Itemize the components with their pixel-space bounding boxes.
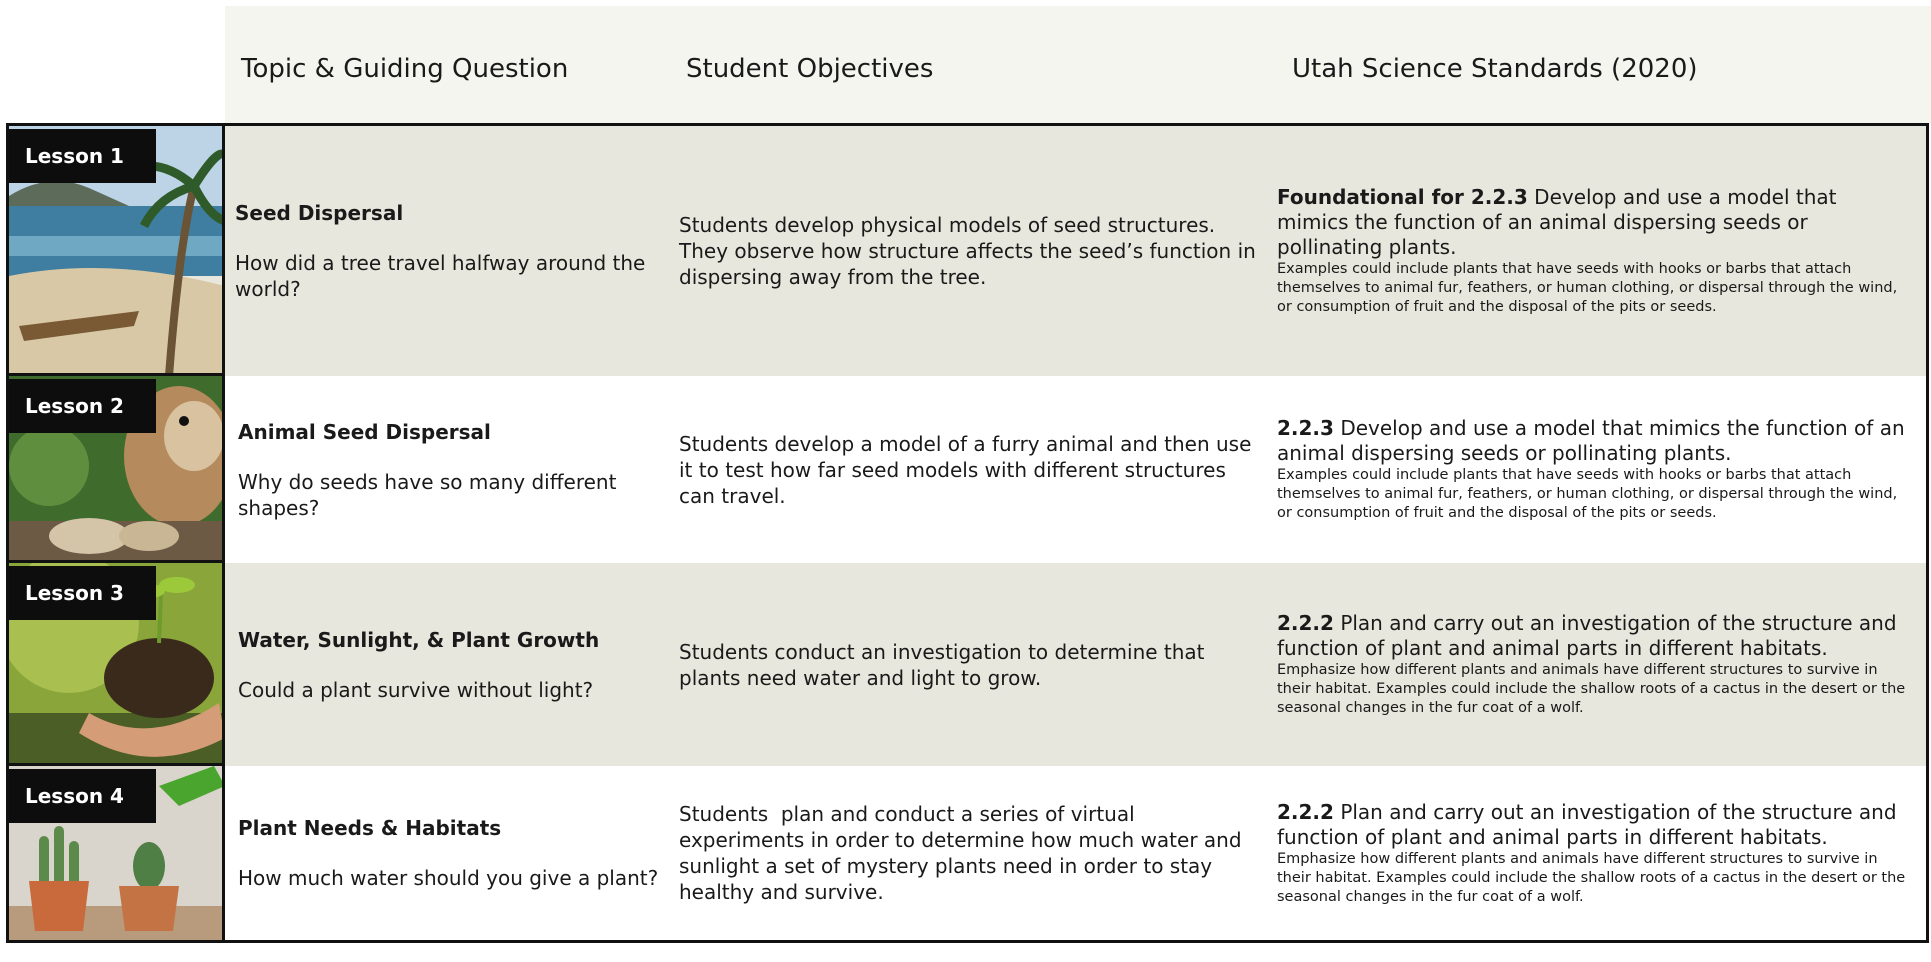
- objectives-cell: Students develop physical models of seed…: [671, 126, 1277, 376]
- lesson-image: Lesson 1: [9, 126, 225, 376]
- standards-cell: Foundational for 2.2.3 Develop and use a…: [1277, 126, 1926, 376]
- lesson-label: Lesson 4: [9, 769, 156, 823]
- beach-photo: [9, 126, 222, 373]
- standard-text: Plan and carry out an investigation of t…: [1277, 611, 1897, 660]
- standard-note: Emphasize how different plants and anima…: [1277, 850, 1906, 905]
- lesson-table: Lesson 1 Seed Dispersal How did a tree t…: [6, 123, 1929, 943]
- topic-cell: Seed Dispersal How did a tree travel hal…: [225, 126, 671, 376]
- lesson-row: Lesson 4 Plant Needs & Habitats How much…: [9, 766, 1926, 940]
- column-header: Utah Science Standards (2020): [1292, 54, 1698, 84]
- topic-title: Plant Needs & Habitats: [238, 816, 502, 840]
- lesson-label: Lesson 1: [9, 129, 156, 183]
- standard-code: 2.2.3: [1277, 416, 1334, 440]
- guiding-question: How much water should you give a plant?: [238, 866, 659, 890]
- topic-cell: Animal Seed Dispersal Why do seeds have …: [225, 376, 671, 563]
- guiding-question: How did a tree travel halfway around the…: [235, 251, 646, 301]
- header: Topic & Guiding Question Student Objecti…: [225, 6, 1931, 123]
- lesson-row: Lesson 3 Water, Sunlight, & Plant Growth…: [9, 563, 1926, 766]
- lesson-label: Lesson 2: [9, 379, 156, 433]
- lesson-row: Lesson 2 Animal Seed Dispersal Why do se…: [9, 376, 1926, 563]
- guiding-question: Could a plant survive without light?: [238, 677, 594, 702]
- standards-cell: 2.2.2 Plan and carry out an investigatio…: [1277, 563, 1926, 766]
- objectives-cell: Students develop a model of a furry anim…: [671, 376, 1277, 563]
- topic-title: Water, Sunlight, & Plant Growth: [238, 627, 600, 652]
- standard-note: Emphasize how different plants and anima…: [1277, 662, 1906, 716]
- standard-note: Examples could include plants that have …: [1277, 467, 1898, 521]
- standard-note: Examples could include plants that have …: [1277, 261, 1898, 315]
- standard-code: Foundational for 2.2.3: [1277, 185, 1528, 209]
- standard-code: 2.2.2: [1277, 611, 1334, 635]
- standard-text: Develop and use a model that mimics the …: [1277, 416, 1905, 465]
- guiding-question: Why do seeds have so many different shap…: [238, 469, 617, 520]
- standards-cell: 2.2.2 Plan and carry out an investigatio…: [1277, 766, 1926, 940]
- lesson-label: Lesson 3: [9, 566, 156, 620]
- objectives-text: Students plan and conduct a series of vi…: [679, 802, 1248, 904]
- column-header: Student Objectives: [686, 54, 934, 84]
- lesson-image: Lesson 4: [9, 766, 225, 940]
- topic-cell: Water, Sunlight, & Plant Growth Could a …: [225, 563, 671, 766]
- objectives-text: Students develop physical models of seed…: [679, 213, 1256, 289]
- objectives-cell: Students plan and conduct a series of vi…: [671, 766, 1277, 940]
- objectives-cell: Students conduct an investigation to det…: [671, 563, 1277, 766]
- lesson-row: Lesson 1 Seed Dispersal How did a tree t…: [9, 126, 1926, 376]
- column-header: Topic & Guiding Question: [241, 54, 569, 84]
- topic-title: Seed Dispersal: [235, 201, 404, 225]
- standards-cell: 2.2.3 Develop and use a model that mimic…: [1277, 376, 1926, 563]
- standard-text: Develop and use a model that mimics the …: [1277, 185, 1837, 259]
- objectives-text: Students conduct an investigation to det…: [679, 639, 1205, 690]
- lesson-image: Lesson 2: [9, 376, 225, 563]
- standard-code: 2.2.2: [1277, 799, 1334, 824]
- topic-title: Animal Seed Dispersal: [238, 419, 491, 444]
- objectives-text: Students develop a model of a furry anim…: [679, 431, 1252, 508]
- standard-text: Plan and carry out an investigation of t…: [1277, 799, 1897, 849]
- topic-cell: Plant Needs & Habitats How much water sh…: [225, 766, 671, 940]
- lesson-image: Lesson 3: [9, 563, 225, 766]
